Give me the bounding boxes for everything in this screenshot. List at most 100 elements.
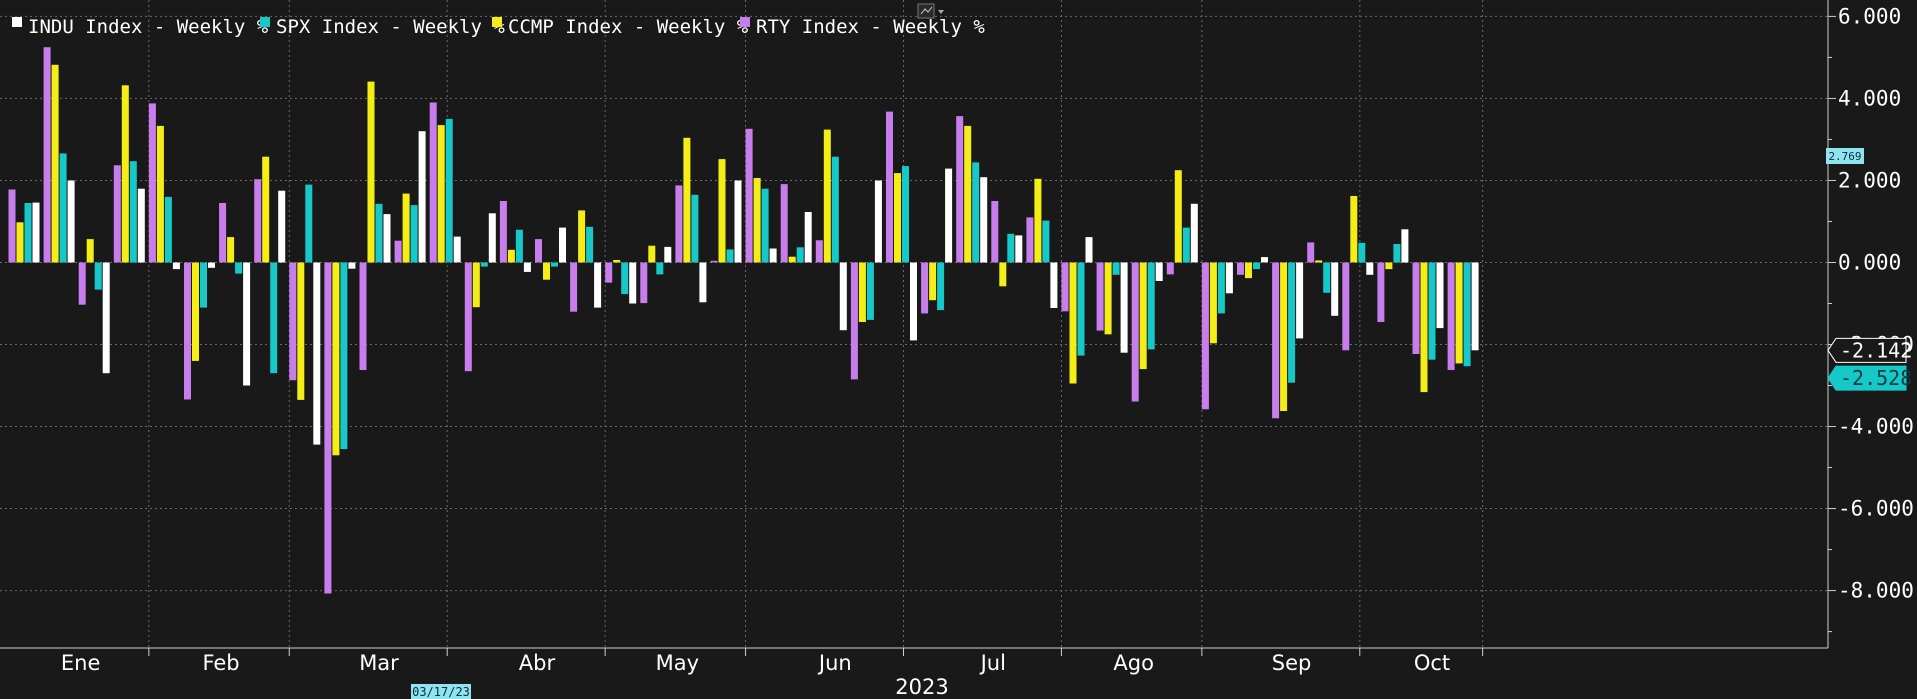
chart-legend[interactable]: INDU Index - Weekly % SPX Index - Weekly … [12,16,985,38]
bar-indu [453,236,461,263]
y-tick-label: -4.000 [1838,415,1914,439]
bar-ccmp [86,239,94,263]
bar-rty [710,260,718,263]
bar-rty [1061,262,1069,312]
bar-rty [886,111,893,263]
bar-spx [129,161,137,263]
bar-indu [278,190,286,263]
bar-indu [874,180,882,263]
bar-ccmp [999,262,1007,287]
bar-rty [605,262,613,283]
bar-ccmp [543,262,550,280]
bar-indu [910,262,917,341]
bar-indu [839,262,847,331]
bar-spx [656,262,664,275]
bar-ccmp [683,137,691,263]
bar-spx [902,166,909,263]
y-tick-label: -8.000 [1838,579,1914,603]
bar-ccmp [894,173,901,263]
bar-spx [59,153,67,263]
bar-spx [761,188,769,263]
bar-spx [1393,244,1401,263]
bar-ccmp [753,178,761,263]
bar-indu [172,262,180,270]
bar-indu [1190,203,1198,263]
bar-indu [243,262,251,386]
bar-ccmp [1174,170,1182,263]
bar-rty [324,262,332,594]
bar-rty [921,262,929,314]
bar-ccmp [613,260,621,263]
bar-rty [570,262,578,312]
x-tick-label: Jun [817,651,852,675]
bar-indu [629,262,637,304]
bar-rty [640,262,648,304]
bar-rty [113,165,121,263]
bar-ccmp [1034,178,1042,263]
bar-spx [480,262,488,267]
x-tick-label: Feb [202,651,239,675]
x-tick-label: Ene [61,651,101,675]
bar-rty [675,185,683,263]
bar-spx [1042,220,1050,263]
bar-rty [464,262,472,372]
bar-ccmp [1350,196,1358,263]
bar-ccmp [402,193,410,263]
x-tick-label: May [656,651,699,675]
bar-ccmp [1104,262,1112,335]
bar-ccmp [51,64,59,263]
bar-indu [102,262,110,374]
bar-rty [1377,262,1385,322]
bar-indu [418,131,426,263]
bar-rty [1131,262,1139,402]
bar-indu [734,180,742,263]
bar-indu [1331,262,1339,316]
legend-item-ccmp[interactable]: CCMP Index - Weekly % [492,16,749,38]
bar-rty [535,239,542,263]
legend-swatch [260,17,270,27]
bar-rty [8,189,16,263]
bar-ccmp [1245,262,1252,279]
bar-spx [235,262,243,274]
bar-indu [804,212,812,263]
bar-spx [1288,262,1296,383]
bar-indu [945,168,953,263]
bar-indu [1085,237,1093,263]
bar-spx [972,162,980,263]
svg-text:2.769: 2.769 [1828,150,1861,163]
y-tick-label: -6.000 [1838,497,1914,521]
bar-ccmp [16,222,24,263]
bar-spx [270,262,278,374]
legend-item-spx[interactable]: SPX Index - Weekly % [260,16,505,38]
legend-label: CCMP Index - Weekly % [508,16,749,38]
bar-spx [866,262,874,320]
bar-ccmp [507,249,515,263]
legend-item-rty[interactable]: RTY Index - Weekly % [740,16,985,38]
bar-rty [184,262,191,400]
bar-spx [1253,262,1260,270]
bar-rty [850,262,858,380]
bar-spx [1147,262,1155,350]
legend-item-indu[interactable]: INDU Index - Weekly % [12,16,269,38]
bar-ccmp [472,262,480,308]
bar-ccmp [1385,262,1393,270]
bar-spx [164,196,172,263]
bar-indu [383,214,391,263]
chart-type-icon[interactable] [917,3,944,19]
last-value-spx: -2.528 [1827,365,1912,391]
callout-value: -2.142 [1840,338,1912,362]
last-value-callouts: -2.142 -2.528 [1827,337,1912,391]
bar-spx [1323,262,1331,293]
bar-spx [1358,242,1366,263]
bar-rty [1026,217,1034,263]
bar-series [8,47,1479,594]
bar-indu [664,246,672,263]
bar-indu [699,262,707,303]
bar-ccmp [964,125,972,263]
legend-label: INDU Index - Weekly % [28,16,269,38]
y-tick-label: 0.000 [1838,250,1901,274]
x-tick-label: Mar [359,651,399,675]
bar-rty [991,201,999,263]
bar-indu [1471,262,1479,351]
bar-rty [219,203,227,263]
